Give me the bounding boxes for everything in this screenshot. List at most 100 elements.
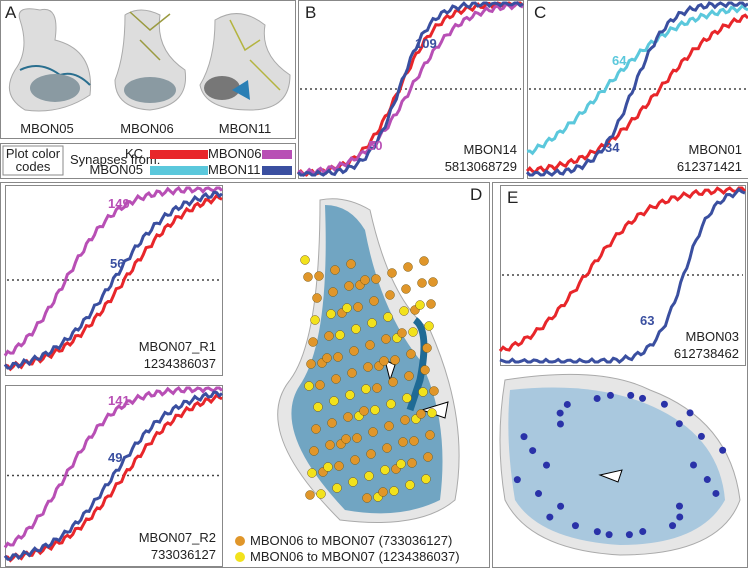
annotation: 56 (110, 256, 124, 271)
synapse-dot (346, 259, 356, 269)
synapse-dot (378, 487, 388, 497)
synapse-dot (368, 427, 378, 437)
synapse-dot (406, 349, 416, 359)
panel-label: D (470, 185, 482, 204)
synapse-dot (331, 374, 341, 384)
plot-id: 733036127 (151, 547, 216, 562)
synapse-dot (350, 455, 360, 465)
synapse-dot (415, 300, 425, 310)
panel-label: C (534, 3, 546, 22)
synapse-dot (417, 278, 427, 288)
synapse-dot (369, 296, 379, 306)
synapse-dot (546, 513, 554, 521)
synapse-dot (380, 465, 390, 475)
synapse-dot (366, 449, 376, 459)
legend-swatch (150, 166, 208, 175)
synapse-dot (344, 281, 354, 291)
legend-subtitle: Synapses from: (70, 152, 160, 167)
annotation: 109 (415, 36, 437, 51)
plot-name: MBON03 (686, 329, 739, 344)
synapse-dot (593, 394, 601, 402)
synapse-dot (669, 522, 677, 530)
synapse-dot (304, 381, 314, 391)
synapse-dot (303, 272, 313, 282)
cdf-curve (3, 185, 224, 357)
synapse-dot (563, 400, 571, 408)
synapse-dot (315, 380, 325, 390)
synapse-dot (329, 396, 339, 406)
synapse-dot (425, 430, 435, 440)
synapse-dot (345, 390, 355, 400)
plot-frame (527, 0, 748, 179)
synapse-dot (311, 424, 321, 434)
plot-frame (5, 185, 223, 376)
synapse-dot (712, 489, 720, 497)
synapse-dot (313, 402, 323, 412)
legend-dot (235, 536, 245, 546)
plot-name: MBON01 (689, 142, 742, 157)
cdf-curve (499, 187, 746, 364)
synapse-dot (347, 368, 357, 378)
neuron-label: MBON05 (20, 121, 73, 136)
synapse-dot (418, 387, 428, 397)
legend-title-box (2, 145, 64, 176)
synapse-dot (333, 352, 343, 362)
plot-frame (500, 185, 746, 366)
synapse-dot (396, 459, 406, 469)
synapse-dot (529, 447, 537, 455)
synapse-dot (520, 433, 528, 441)
synapse-dot (427, 408, 437, 418)
synapse-dot (402, 393, 412, 403)
synapse-dot (416, 409, 426, 419)
synapse-dot (352, 433, 362, 443)
plot-name: MBON14 (464, 142, 517, 157)
legend-entry: MBON11 (208, 162, 261, 177)
cdf-curve (3, 190, 223, 370)
panel-label: A (5, 3, 17, 22)
annotation: 34 (605, 140, 620, 155)
synapse-dot (401, 284, 411, 294)
annotation: 64 (612, 53, 627, 68)
legend-entry: KC (125, 146, 143, 161)
synapse-dot (349, 346, 359, 356)
cdf-curve (297, 0, 524, 178)
synapse-dot (371, 274, 381, 284)
synapse-dot (330, 265, 340, 275)
synapse-dot (309, 446, 319, 456)
synapse-dot (324, 331, 334, 341)
annotation: 63 (640, 313, 654, 328)
synapse-dot (384, 421, 394, 431)
neuron-label: MBON11 (219, 121, 272, 136)
synapse-dot (322, 353, 332, 363)
cdf-curve (3, 385, 224, 549)
plot-id: 5813068729 (445, 159, 517, 174)
cdf-curve (525, 1, 748, 177)
synapse-dot (675, 420, 683, 428)
synapse-dot (348, 477, 358, 487)
synapse-dot (405, 480, 415, 490)
legend-entry: MBON06 to MBON07 (733036127) (250, 533, 452, 548)
synapse-dot (426, 299, 436, 309)
legend-dot (235, 552, 245, 562)
synapse-dot (408, 327, 418, 337)
synapse-dot (660, 400, 668, 408)
plot-frame (298, 0, 524, 179)
synapse-dot (342, 303, 352, 313)
synapse-dot (571, 522, 579, 530)
synapse-dot (360, 275, 370, 285)
cdf-curve (3, 390, 223, 561)
synapse-dot (323, 462, 333, 472)
synapse-dot (383, 312, 393, 322)
annotation: 50 (368, 138, 382, 153)
synapse-dot (419, 256, 429, 266)
synapse-dot (399, 306, 409, 316)
synapse-dot (423, 452, 433, 462)
synapse-dot (605, 531, 613, 539)
synapse-dot (351, 324, 361, 334)
synapse-dot (312, 293, 322, 303)
synapse-dot (403, 262, 413, 272)
synapse-dot (372, 383, 382, 393)
synapse-dot (382, 443, 392, 453)
synapse-dot (335, 330, 345, 340)
synapse-dot (421, 474, 431, 484)
